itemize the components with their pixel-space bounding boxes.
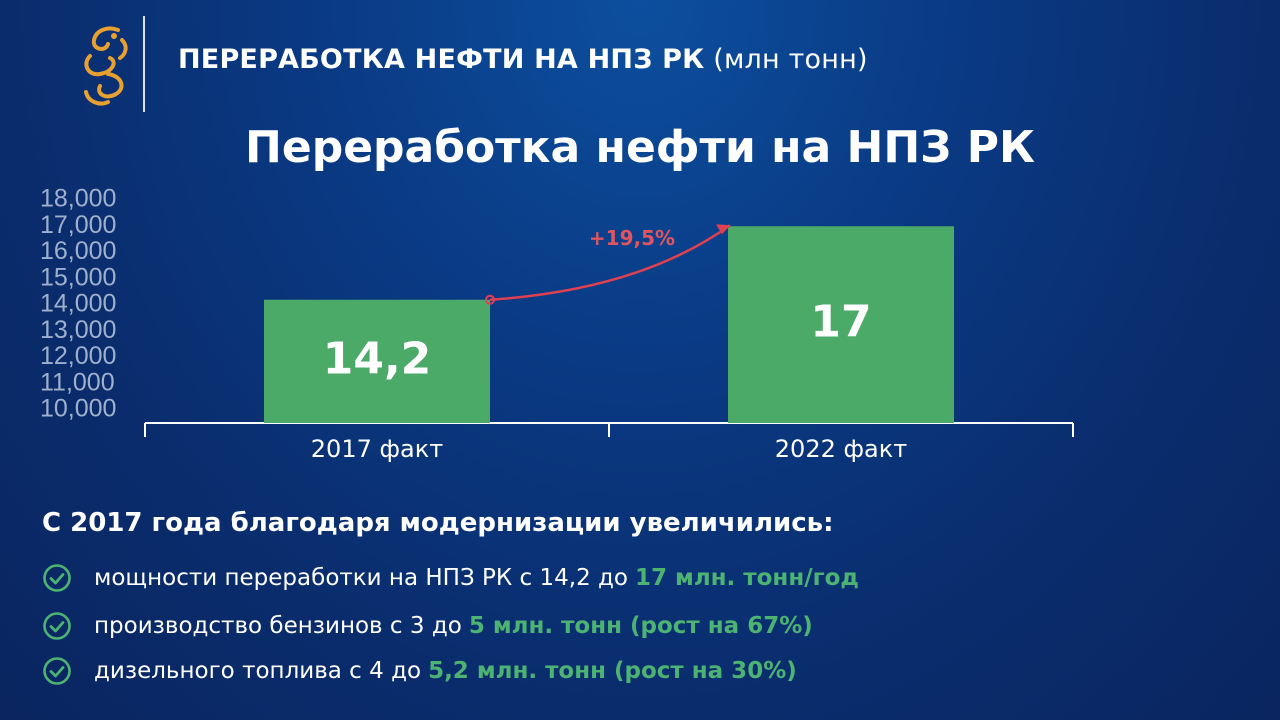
summary-title: С 2017 года благодаря модернизации увели… [42,508,834,538]
header-divider [143,16,145,112]
growth-arrow-start [485,294,495,305]
chart-title: Переработка нефти на НПЗ РК [245,122,1035,173]
y-tick-label: 13,000 [40,316,116,344]
x-tick-label: 2022 факт [775,435,907,463]
summary-item-highlight: 5,2 млн. тонн (рост на 30%) [428,658,797,684]
summary-item: дизельного топлива с 4 до 5,2 млн. тонн … [42,654,797,688]
y-tick-label: 14,000 [40,290,116,318]
summary-item: производство бензинов с 3 до 5 млн. тонн… [42,609,813,643]
summary-item-text: дизельного топлива с 4 до [94,658,422,684]
page-title: ПЕРЕРАБОТКА НЕФТИ НА НПЗ РК (млн тонн) [178,44,868,75]
summary-item-text: производство бензинов с 3 до [94,613,462,639]
y-tick-label: 16,000 [40,237,116,265]
x-tick-label: 2017 факт [311,435,443,463]
snow-leopard-logo-icon [84,26,128,106]
growth-label: +19,5% [589,226,675,250]
summary-item-text: мощности переработки на НПЗ РК с 14,2 до [94,565,628,591]
y-tick-label: 17,000 [40,211,116,239]
y-tick-label: 11,000 [40,368,115,396]
check-circle-icon [43,564,71,592]
check-circle-icon [43,612,71,640]
summary-item-highlight: 5 млн. тонн (рост на 67%) [468,613,813,639]
y-tick-label: 10,000 [40,395,116,423]
y-tick-label: 12,000 [40,342,116,370]
bar [264,299,490,423]
growth-arrowhead [716,224,730,235]
y-tick-label: 15,000 [40,263,116,291]
summary-item: мощности переработки на НПЗ РК с 14,2 до… [42,561,859,595]
check-circle-icon [43,657,71,685]
summary-item-highlight: 17 млн. тонн/год [635,565,860,591]
page-title-unit: (млн тонн) [713,44,868,75]
growth-arrow [489,224,731,301]
page-title-main: ПЕРЕРАБОТКА НЕФТИ НА НПЗ РК [178,44,705,75]
bar-value-label: 17 [810,297,871,348]
bar-value-label: 14,2 [323,333,432,384]
y-tick-label: 18,000 [40,185,116,213]
bar [728,226,954,423]
